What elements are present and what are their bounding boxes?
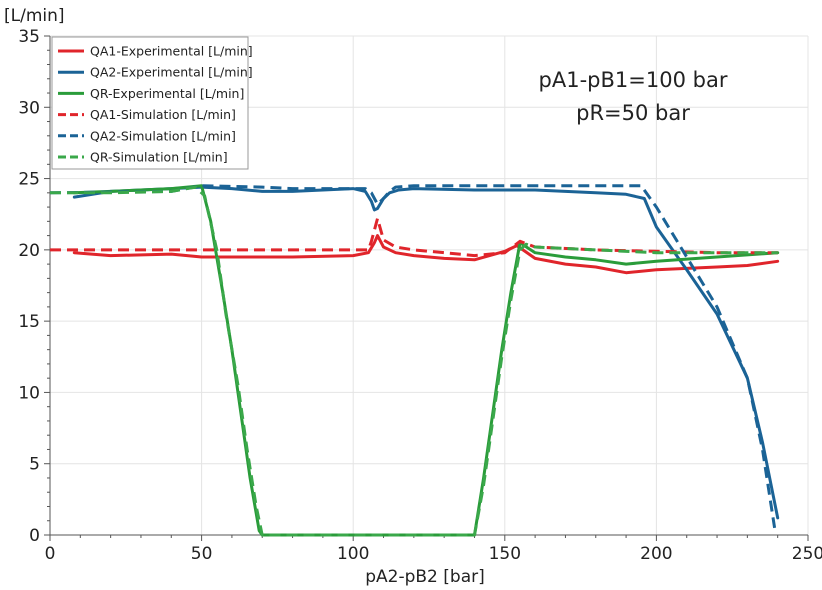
- legend-label: QA2-Simulation [L/min]: [90, 128, 236, 143]
- series-line-4: [49, 184, 777, 529]
- legend-label: QR-Experimental [L/min]: [90, 86, 244, 101]
- y-tick-label: 35: [18, 27, 40, 47]
- legend-label: QA1-Experimental [L/min]: [90, 44, 253, 59]
- legend-label: QA1-Simulation [L/min]: [90, 107, 236, 122]
- x-tick-label: 200: [640, 544, 672, 564]
- x-tick-label: 100: [337, 544, 369, 564]
- y-tick-label: 0: [29, 526, 40, 546]
- series-lines: [49, 184, 780, 537]
- series-line-2: [72, 184, 780, 537]
- x-tick-label: 50: [191, 544, 213, 564]
- y-tick-label: 10: [18, 383, 40, 403]
- x-tick-label: 0: [45, 544, 56, 564]
- x-axis-label: pA2-pB2 [bar]: [365, 567, 485, 587]
- legend-box: [51, 36, 249, 170]
- legend-label: QR-Simulation [L/min]: [90, 150, 228, 165]
- annotation-pressure-r: pR=50 bar: [576, 101, 690, 125]
- axes: [44, 35, 809, 541]
- tick-labels: 0 5 10 15 20 25 30 35 0 50 100 150 200 250: [18, 27, 822, 564]
- y-tick-label: 30: [18, 98, 40, 118]
- y-tick-label: 25: [18, 170, 40, 190]
- annotation-pressure-a1b1: pA1-pB1=100 bar: [539, 68, 728, 92]
- y-tick-label: 20: [18, 241, 40, 261]
- y-axis-label: [L/min]: [4, 6, 65, 26]
- series-line-0: [72, 234, 780, 275]
- x-tick-label: 150: [489, 544, 521, 564]
- legend-label: QA2-Experimental [L/min]: [90, 65, 253, 80]
- x-tick-label: 250: [792, 544, 822, 564]
- y-tick-label: 5: [29, 455, 40, 475]
- y-tick-label: 15: [18, 312, 40, 332]
- legend: QA1-Experimental [L/min] QA2-Experimental…: [51, 36, 253, 170]
